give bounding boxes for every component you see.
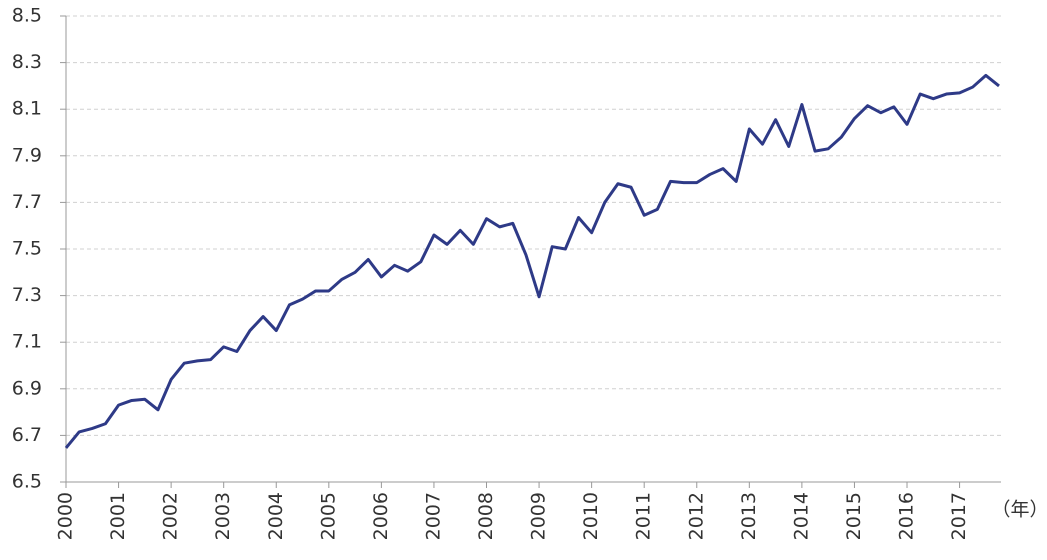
x-tick-label: 2005 <box>317 492 339 540</box>
line <box>64 73 1000 449</box>
y-tick-label: 6.9 <box>12 377 42 399</box>
y-tick-label: 8.1 <box>12 98 42 120</box>
x-tick-label: 2003 <box>212 492 234 540</box>
x-tick-label: 2008 <box>475 492 497 540</box>
y-tick-label: 7.5 <box>12 238 42 260</box>
x-tick-label: 2014 <box>790 492 812 540</box>
x-tick-label: 2007 <box>422 492 444 540</box>
y-tick-label: 6.5 <box>12 471 42 493</box>
x-tick-label: 2012 <box>685 492 707 540</box>
x-tick-label: 2001 <box>107 492 129 540</box>
x-tick-label: 2009 <box>528 492 550 540</box>
y-tick-label: 7.9 <box>12 144 42 166</box>
x-tick-label: 2010 <box>580 492 602 540</box>
y-tick-label: 8.3 <box>12 51 42 73</box>
y-tick-label: 6.7 <box>12 424 42 446</box>
y-tick-label: 7.1 <box>12 331 42 353</box>
x-tick-label: 2000 <box>55 492 77 540</box>
x-tick-label: 2006 <box>370 492 392 540</box>
x-tick-label: 2002 <box>160 492 182 540</box>
x-tick-label: 2016 <box>896 492 918 540</box>
x-tick-label: 2013 <box>738 492 760 540</box>
x-axis-unit: （年） <box>991 499 1047 521</box>
x-tick-label: 2011 <box>633 492 655 540</box>
y-tick-label: 7.3 <box>12 284 42 306</box>
x-tick-label: 2004 <box>265 492 287 540</box>
y-tick-label: 8.5 <box>12 5 42 27</box>
x-tick-label: 2017 <box>948 492 970 540</box>
x-tick-label: 2015 <box>843 492 865 540</box>
y-tick-label: 7.7 <box>12 191 42 213</box>
